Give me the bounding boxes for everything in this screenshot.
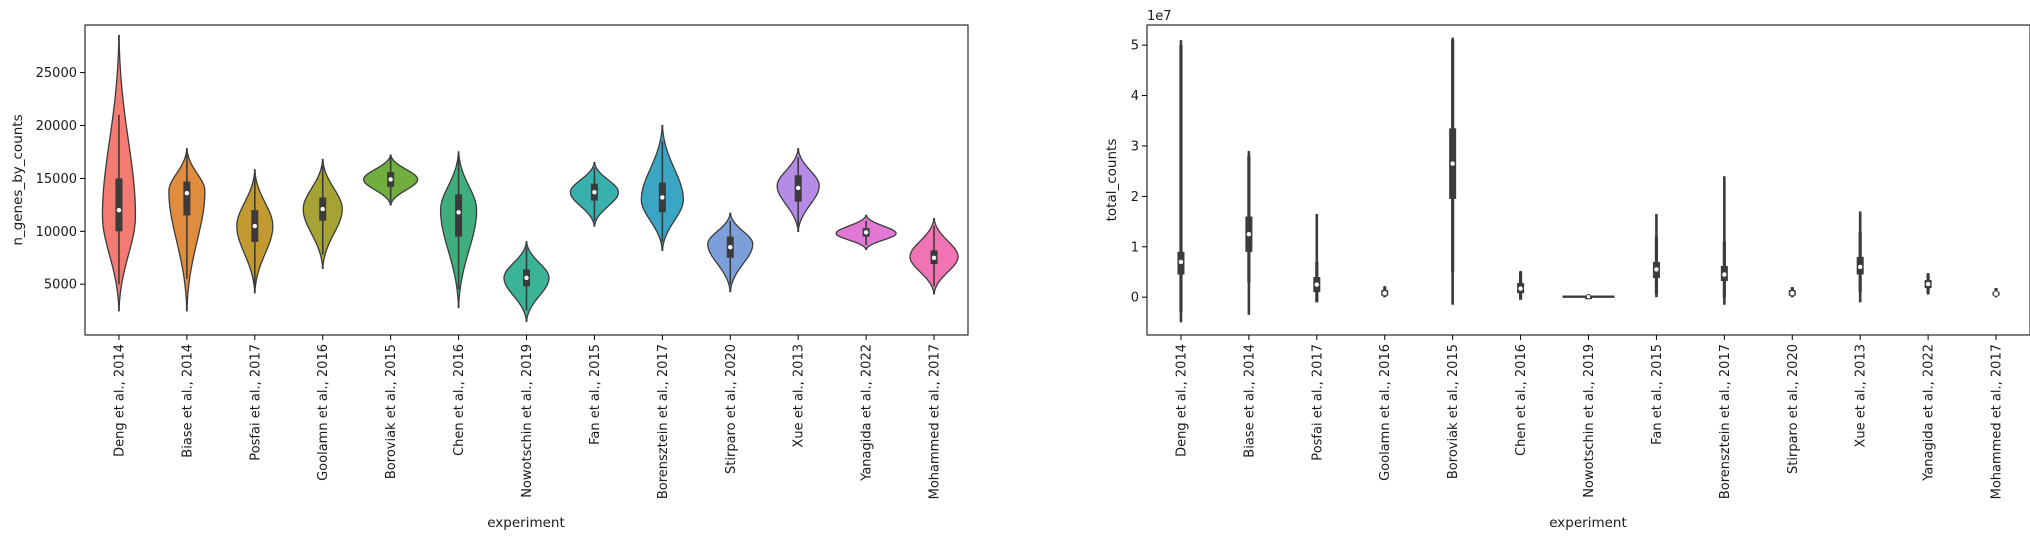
y-tick-label: 0 bbox=[1131, 291, 1139, 306]
x-tick-label: Biase et al., 2014 bbox=[1242, 344, 1257, 458]
violin-iqr-box bbox=[115, 178, 123, 232]
y-tick-label: 2 bbox=[1131, 190, 1139, 205]
x-tick-label: Posfai et al., 2017 bbox=[1310, 344, 1325, 461]
axes-frame-left bbox=[84, 24, 969, 336]
ticks-group: 0 1 2 3 4 5 Deng et al., 2014 Biase et al., 201… bbox=[1131, 39, 2005, 500]
offset-text: 1e7 bbox=[1147, 9, 1172, 24]
x-tick-label: Stirparo et al., 2020 bbox=[1786, 344, 1801, 474]
x-tick-label: Yanagida et al., 2022 bbox=[1922, 344, 1937, 482]
violin-median bbox=[1518, 286, 1523, 291]
x-tick-label: Mohammed et al., 2017 bbox=[1990, 344, 2005, 499]
violin-median bbox=[728, 244, 733, 250]
x-tick-label: Mohammed et al., 2017 bbox=[928, 344, 943, 499]
violin-median bbox=[388, 177, 393, 182]
x-tick-label: Boroviak et al., 2015 bbox=[1446, 344, 1461, 479]
violin-median bbox=[592, 189, 597, 195]
violin-panel-left: 5000 10000 15000 20000 25000 Deng et al., 201… bbox=[10, 24, 969, 531]
violin-median bbox=[1382, 290, 1387, 296]
x-tick-label: Xue et al., 2013 bbox=[1854, 344, 1869, 448]
x-tick-label: Goolamn et al., 2016 bbox=[316, 344, 331, 481]
x-tick-label: Yanagida et al., 2022 bbox=[860, 344, 875, 482]
violin-median bbox=[184, 191, 190, 196]
violin-median bbox=[1857, 264, 1863, 270]
x-tick-label: Deng et al., 2014 bbox=[112, 344, 127, 457]
y-axis-label-right: total_counts bbox=[1104, 139, 1120, 222]
ticks-group: 5000 10000 15000 20000 25000 Deng et al., 201… bbox=[36, 66, 943, 499]
violin-median bbox=[1178, 259, 1184, 265]
y-tick-label: 20000 bbox=[36, 119, 77, 134]
x-tick-label: Biase et al., 2014 bbox=[180, 344, 195, 458]
y-tick-label: 1 bbox=[1131, 240, 1139, 255]
violin-median bbox=[931, 255, 937, 260]
x-tick-label: Deng et al., 2014 bbox=[1174, 344, 1189, 457]
violin-median bbox=[456, 210, 461, 215]
x-tick-label: Posfai et al., 2017 bbox=[248, 344, 263, 461]
violin-median bbox=[1925, 281, 1931, 287]
y-tick-label: 3 bbox=[1131, 139, 1139, 154]
violin-median bbox=[524, 275, 529, 281]
x-tick-label: Chen et al., 2016 bbox=[1514, 344, 1529, 456]
x-tick-label: Chen et al., 2016 bbox=[452, 344, 467, 456]
violin-median bbox=[1585, 293, 1592, 300]
violin-median bbox=[1314, 282, 1320, 287]
violin-median bbox=[320, 206, 325, 212]
y-tick-label: 5 bbox=[1131, 39, 1139, 54]
x-tick-label: Fan et al., 2015 bbox=[588, 344, 603, 445]
violin-median bbox=[252, 223, 258, 229]
violin-median bbox=[1246, 231, 1252, 237]
x-tick-label: Goolamn et al., 2016 bbox=[1378, 344, 1393, 481]
y-tick-label: 5000 bbox=[44, 278, 77, 293]
violin-panel-right: 0 1 2 3 4 5 Deng et al., 2014 Biase et al., 201… bbox=[1104, 9, 2030, 531]
x-tick-label: Boroviak et al., 2015 bbox=[384, 344, 399, 479]
violin-median bbox=[1654, 267, 1659, 272]
x-tick-label: Nowotschin et al., 2019 bbox=[1582, 344, 1597, 498]
x-tick-label: Borensztein et al., 2017 bbox=[1718, 344, 1733, 499]
violins-group bbox=[1177, 37, 2000, 323]
x-tick-label: Fan et al., 2015 bbox=[1650, 344, 1665, 445]
x-tick-label: Xue et al., 2013 bbox=[792, 344, 807, 448]
violin-median bbox=[1450, 161, 1455, 166]
y-tick-label: 15000 bbox=[36, 172, 77, 187]
x-axis-label-right: experiment bbox=[1549, 515, 1627, 531]
violin-median bbox=[660, 195, 665, 200]
violin-iqr-box bbox=[183, 181, 191, 216]
y-tick-label: 25000 bbox=[36, 66, 77, 81]
axes-frame-right bbox=[1146, 24, 2030, 336]
violin-median bbox=[1722, 272, 1727, 277]
violin-median bbox=[1993, 291, 1999, 296]
violin-median bbox=[116, 207, 122, 213]
y-tick-label: 10000 bbox=[36, 225, 77, 240]
violin-iqr-box bbox=[455, 194, 463, 237]
y-tick-label: 4 bbox=[1131, 89, 1139, 104]
violin-median bbox=[863, 230, 869, 235]
x-tick-label: Nowotschin et al., 2019 bbox=[520, 344, 535, 498]
x-axis-label-left: experiment bbox=[487, 515, 565, 531]
y-axis-label-left: n_genes_by_counts bbox=[10, 114, 26, 245]
violins-group bbox=[101, 34, 959, 322]
violin-median bbox=[795, 185, 801, 191]
x-tick-label: Borensztein et al., 2017 bbox=[656, 344, 671, 499]
violin-median bbox=[1790, 290, 1795, 296]
x-tick-label: Stirparo et al., 2020 bbox=[724, 344, 739, 474]
